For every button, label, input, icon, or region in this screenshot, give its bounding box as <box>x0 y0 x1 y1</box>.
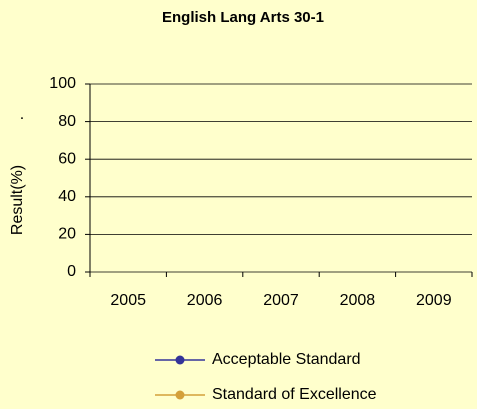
y-tick-label: 0 <box>67 263 76 280</box>
x-tick-label: 2006 <box>187 292 223 309</box>
y-tick-label: 100 <box>49 75 76 92</box>
y-tick-label: 60 <box>58 150 76 167</box>
y-tick-label: 20 <box>58 226 76 243</box>
legend-label: Standard of Excellence <box>212 386 377 403</box>
axis-note: . <box>20 106 24 123</box>
x-tick-label: 2005 <box>110 292 146 309</box>
y-axis-label: Result(%) <box>9 165 26 235</box>
x-tick-label: 2008 <box>340 292 376 309</box>
legend-label: Acceptable Standard <box>212 351 361 368</box>
legend-marker <box>175 355 185 365</box>
y-tick-label: 40 <box>58 188 76 205</box>
x-tick-label: 2009 <box>416 292 452 309</box>
legend-marker <box>175 390 185 400</box>
x-tick-label: 2007 <box>263 292 299 309</box>
y-tick-label: 80 <box>58 113 76 130</box>
chart-title: English Lang Arts 30-1 <box>162 9 324 26</box>
